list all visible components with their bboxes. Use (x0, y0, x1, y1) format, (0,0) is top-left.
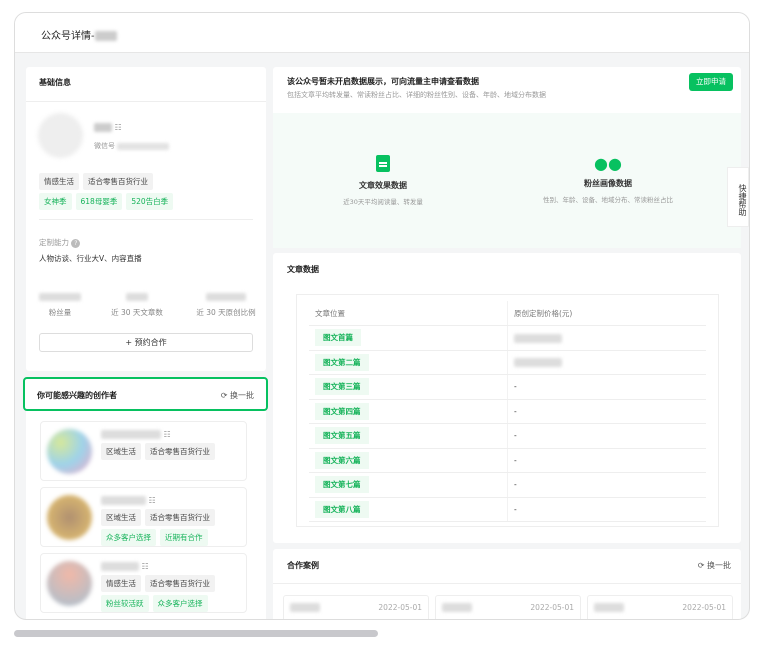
table-row: 图文第二篇 (309, 350, 706, 375)
column-header: 原创定制价格(元) (507, 301, 706, 326)
help-icon[interactable]: ? (71, 239, 81, 248)
tag: 适合零售百货行业 (83, 173, 153, 190)
plus-icon: + (125, 338, 135, 347)
refresh-button[interactable]: ⟳ 换一批 (220, 391, 254, 400)
tag: 女神季 (39, 193, 72, 210)
tag: 众多客户选择 (101, 529, 156, 546)
tag: 适合零售百货行业 (145, 443, 215, 460)
creator-item[interactable]: ☷ 区域生活 适合零售百货行业 众多客户选择 近期有合作 (40, 487, 247, 547)
table-row: 图文第八篇 - (309, 497, 706, 522)
avatar (38, 113, 83, 158)
article-data-card: 文章数据 文章位置 原创定制价格(元) 图文首篇图文第二篇图文第三篇 - 图文第四篇 -… (273, 253, 741, 543)
position-tag: 图文第八篇 (315, 500, 369, 518)
position-tag: 图文第四篇 (315, 402, 369, 420)
reserve-button[interactable]: + 预约合作 (39, 333, 253, 352)
data-notice-card: 该公众号暂未开启数据展示，可向流量主申请查看数据 包括文章平均转发量、常读粉丝占… (273, 67, 741, 248)
ability-value: 人物访谈、行业大V、内容直播 (39, 254, 142, 263)
case-item[interactable]: 2022-05-01 (587, 595, 733, 619)
tag: 众多客户选择 (152, 595, 208, 612)
wechat-label: 微信号 (94, 142, 115, 150)
case-item[interactable]: 2022-05-01 (435, 595, 581, 619)
position-tag: 图文第七篇 (315, 476, 369, 494)
table-row: 图文第七篇 - (309, 472, 706, 498)
tag: 情感生活 (101, 575, 141, 592)
position-tag: 图文第二篇 (315, 353, 369, 371)
feature-article: 文章效果数据 近30天平均阅读量、转发量 (313, 155, 453, 206)
notice-title: 该公众号暂未开启数据展示，可向流量主申请查看数据 (287, 77, 479, 86)
price-cell (507, 350, 706, 375)
column-header: 文章位置 (309, 301, 508, 326)
price-cell: - (507, 399, 706, 424)
position-tag: 图文第五篇 (315, 427, 369, 445)
card-title: 基础信息 (39, 78, 71, 87)
card-title: 合作案例 (287, 561, 319, 570)
ability-label: 定制能力 (39, 238, 69, 247)
position-tag: 图文第三篇 (315, 378, 369, 396)
card-title: 你可能感兴趣的创作者 (37, 391, 117, 400)
price-cell: - (507, 497, 706, 522)
creators-header: 你可能感兴趣的创作者 ⟳ 换一批 (23, 377, 268, 411)
creators-card: 你可能感兴趣的创作者 ⟳ 换一批 ☷ 区域生活 适合零售百货行业 ☷ 区域生活 适合零售… (23, 377, 268, 619)
stat-label: 近 30 天文章数 (111, 308, 163, 317)
page-header: 公众号详情- (15, 13, 749, 53)
price-cell: - (507, 472, 706, 498)
price-cell: - (507, 448, 706, 473)
tag: 区域生活 (101, 443, 141, 460)
window: 公众号详情- 基础信息 ☷ 微信号 情感生活 适合零售百货行业 女神季 618母婴季… (14, 12, 750, 620)
position-tag: 图文首篇 (315, 329, 361, 347)
creator-item[interactable]: ☷ 区域生活 适合零售百货行业 (40, 421, 247, 481)
tag: 适合零售百货行业 (145, 509, 215, 526)
position-tag: 图文第六篇 (315, 451, 369, 469)
horizontal-scrollbar[interactable] (14, 630, 378, 637)
price-cell (507, 325, 706, 351)
document-icon (376, 155, 390, 172)
notice-subtitle: 包括文章平均转发量、常读粉丝占比、详细的粉丝性别、设备、年龄、地域分布数据 (287, 91, 546, 99)
page-title: 公众号详情- (41, 27, 117, 42)
apply-button[interactable]: 立即申请 (689, 73, 733, 91)
basic-info-card: 基础信息 ☷ 微信号 情感生活 适合零售百货行业 女神季 618母婴季 520告白季 … (26, 67, 266, 371)
tag: 区域生活 (101, 509, 141, 526)
refresh-icon: ⟳ (697, 561, 705, 570)
price-table: 文章位置 原创定制价格(元) 图文首篇 图文第二篇 图文第三篇 - 图文第四篇 - 图文第五篇… (296, 294, 719, 527)
feature-fans: ●● 粉丝画像数据 性别、年龄、设备、地域分布、常读粉丝占比 (523, 155, 693, 204)
tag: 粉丝较活跃 (101, 595, 149, 612)
stat-label: 近 30 天原创比例 (196, 308, 256, 317)
tag: 情感生活 (39, 173, 79, 190)
tag: 618母婴季 (75, 193, 123, 210)
users-icon: ●● (594, 154, 622, 173)
table-row: 图文第五篇 - (309, 423, 706, 449)
tag: 520告白季 (126, 193, 174, 210)
table-row: 图文第四篇 - (309, 399, 706, 424)
table-row: 图文第六篇 - (309, 448, 706, 473)
table-row: 图文第三篇 - (309, 374, 706, 400)
refresh-icon: ⟳ (220, 391, 228, 400)
card-title: 文章数据 (287, 265, 319, 274)
refresh-button[interactable]: ⟳ 换一批 (697, 561, 731, 570)
quick-help-button[interactable]: 快捷帮助 (727, 167, 749, 227)
creator-item[interactable]: ☷ 情感生活 适合零售百货行业 粉丝较活跃 众多客户选择 (40, 553, 247, 613)
tag: 适合零售百货行业 (145, 575, 215, 592)
table-row: 图文首篇 (309, 325, 706, 351)
case-item[interactable]: 2022-05-01 (283, 595, 429, 619)
price-cell: - (507, 423, 706, 449)
stat-label: 粉丝量 (48, 308, 72, 317)
cases-card: 合作案例 ⟳ 换一批 2022-05-01 2022-05-01 2022-05… (273, 549, 741, 619)
tag: 近期有合作 (160, 529, 208, 546)
price-cell: - (507, 374, 706, 400)
